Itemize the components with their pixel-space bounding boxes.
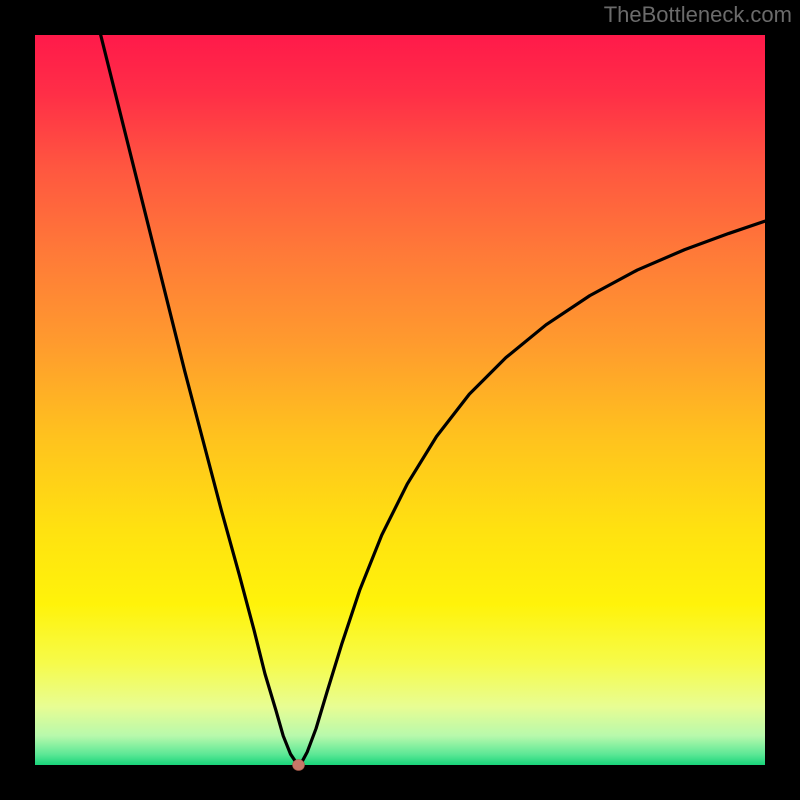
plot-background [35,35,765,765]
bottleneck-chart [0,0,800,800]
minimum-marker [293,760,305,771]
watermark-text: TheBottleneck.com [604,2,792,28]
chart-container: TheBottleneck.com [0,0,800,800]
